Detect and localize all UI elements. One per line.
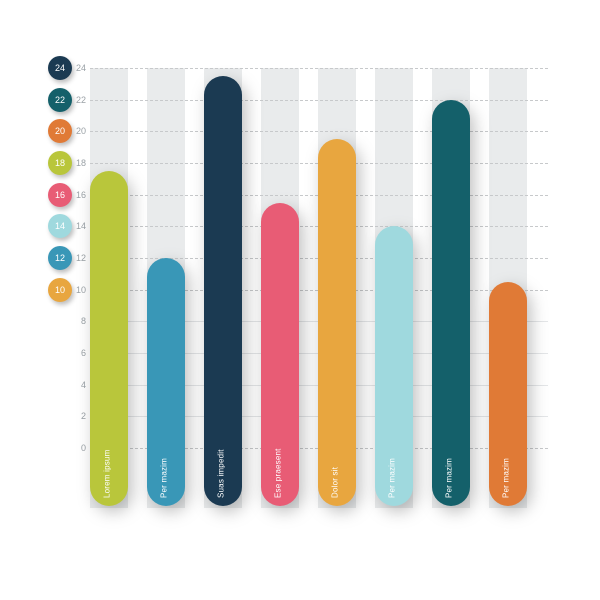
y-tick-label: 20 (68, 126, 86, 136)
y-tick-label: 16 (68, 190, 86, 200)
bar-label: Dolor sit (330, 467, 339, 498)
bar: Dolor sit (318, 139, 356, 506)
bar-label: Per mazim (159, 458, 168, 498)
bar: Ese praesent (261, 203, 299, 506)
bar-label: Per mazim (387, 458, 396, 498)
bar-label: Suas impedit (216, 449, 225, 498)
y-tick-label: 2 (68, 411, 86, 421)
bar: Lorem ipsum (90, 171, 128, 506)
bar: Per mazim (147, 258, 185, 506)
y-tick-label: 0 (68, 443, 86, 453)
gridline (90, 68, 548, 69)
bar-fill (204, 76, 242, 506)
bar: Per mazim (489, 282, 527, 506)
bar-label: Per mazim (501, 458, 510, 498)
y-tick-label: 8 (68, 316, 86, 326)
bar-chart: 2422201816141210 024681012141618202224Lo… (68, 68, 548, 548)
gridline (90, 131, 548, 132)
y-tick-label: 18 (68, 158, 86, 168)
bar-label: Lorem ipsum (102, 450, 111, 498)
y-tick-label: 6 (68, 348, 86, 358)
y-tick-label: 14 (68, 221, 86, 231)
bar-fill (318, 139, 356, 506)
bar-fill (432, 100, 470, 506)
y-tick-label: 10 (68, 285, 86, 295)
bar: Per mazim (432, 100, 470, 506)
bar: Per mazim (375, 226, 413, 506)
y-tick-label: 24 (68, 63, 86, 73)
plot-area: 024681012141618202224Lorem ipsumPer mazi… (90, 68, 548, 448)
y-tick-label: 4 (68, 380, 86, 390)
y-tick-label: 22 (68, 95, 86, 105)
bar: Suas impedit (204, 76, 242, 506)
gridline (90, 100, 548, 101)
bar-label: Per mazim (444, 458, 453, 498)
y-tick-label: 12 (68, 253, 86, 263)
bar-label: Ese praesent (273, 448, 282, 498)
